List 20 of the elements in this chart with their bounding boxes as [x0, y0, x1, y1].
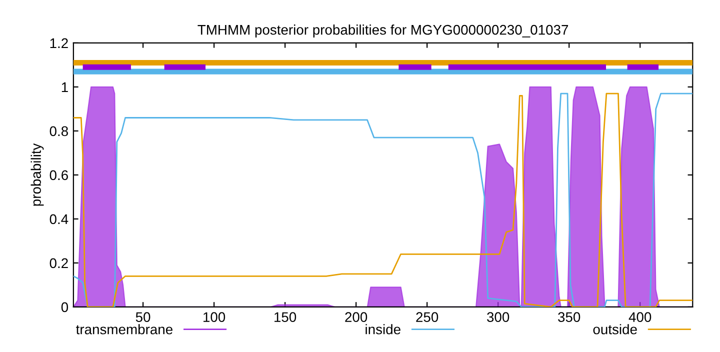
x-tick-label: 350 — [558, 312, 580, 322]
legend-label: inside — [366, 324, 400, 334]
y-tick-label: 0.4 — [50, 214, 68, 224]
legend-label: transmembrane — [76, 324, 172, 334]
x-tick-label: 50 — [136, 312, 150, 322]
x-tick-label: 300 — [487, 312, 510, 322]
y-tick-label: 0.2 — [50, 258, 68, 268]
y-tick-label: 0.8 — [50, 126, 68, 136]
x-tick-label: 100 — [204, 312, 226, 322]
x-tick-label: 250 — [416, 312, 438, 322]
y-axis-title: probability — [30, 143, 44, 206]
legend-label: outside — [593, 324, 637, 334]
chart-title: TMHMM posterior probabilities for MGYG000000230_01037 — [198, 24, 568, 38]
y-tick-label: 0 — [61, 302, 68, 312]
y-tick-label: 0.6 — [50, 170, 68, 180]
y-tick-label: 1 — [62, 82, 68, 92]
x-tick-label: 200 — [345, 312, 368, 322]
x-tick-label: 150 — [274, 312, 296, 322]
x-tick-label: 400 — [628, 312, 652, 322]
y-tick-label: 1.2 — [50, 38, 68, 48]
